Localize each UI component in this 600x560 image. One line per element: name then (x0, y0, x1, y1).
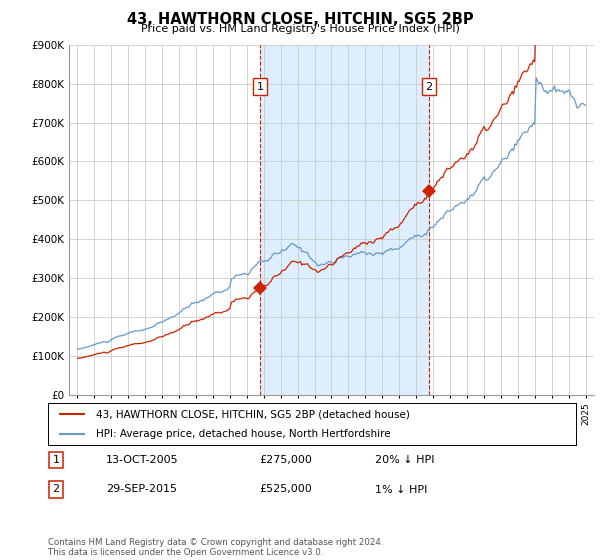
Text: 1: 1 (52, 455, 59, 465)
Text: 43, HAWTHORN CLOSE, HITCHIN, SG5 2BP: 43, HAWTHORN CLOSE, HITCHIN, SG5 2BP (127, 12, 473, 27)
Text: 2: 2 (52, 484, 59, 494)
Text: Contains HM Land Registry data © Crown copyright and database right 2024.
This d: Contains HM Land Registry data © Crown c… (48, 538, 383, 557)
Bar (260, 45, 429, 395)
Text: HPI: Average price, detached house, North Hertfordshire: HPI: Average price, detached house, Nort… (95, 430, 390, 439)
Text: Price paid vs. HM Land Registry's House Price Index (HPI): Price paid vs. HM Land Registry's House … (140, 24, 460, 34)
Text: 1% ↓ HPI: 1% ↓ HPI (376, 484, 428, 494)
Text: 20% ↓ HPI: 20% ↓ HPI (376, 455, 435, 465)
Text: 43, HAWTHORN CLOSE, HITCHIN, SG5 2BP (detached house): 43, HAWTHORN CLOSE, HITCHIN, SG5 2BP (de… (95, 409, 409, 419)
Text: £275,000: £275,000 (259, 455, 312, 465)
Text: 13-OCT-2005: 13-OCT-2005 (106, 455, 179, 465)
Text: 29-SEP-2015: 29-SEP-2015 (106, 484, 177, 494)
Text: 1: 1 (257, 82, 264, 92)
Text: £525,000: £525,000 (259, 484, 312, 494)
Text: 2: 2 (425, 82, 433, 92)
